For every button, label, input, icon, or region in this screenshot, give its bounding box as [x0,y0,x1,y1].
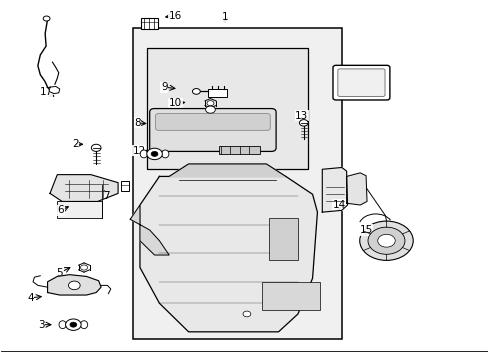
Bar [147,48,307,169]
Text: 5: 5 [56,268,63,278]
Bar [132,28,341,339]
Polygon shape [169,164,285,176]
Polygon shape [49,86,60,94]
Ellipse shape [80,321,87,329]
Circle shape [359,221,412,260]
Circle shape [299,120,307,126]
Circle shape [377,234,394,247]
FancyBboxPatch shape [337,69,384,96]
Circle shape [146,148,162,159]
Text: 3: 3 [38,320,44,330]
Bar [218,147,259,154]
Circle shape [205,106,215,113]
Bar [141,18,158,28]
Text: 17: 17 [40,87,53,98]
Circle shape [91,144,101,152]
Bar [207,89,227,97]
Text: 9: 9 [161,82,167,92]
Polygon shape [140,176,317,332]
Bar [261,282,319,310]
Ellipse shape [140,150,147,158]
Text: 13: 13 [295,111,308,121]
Text: 16: 16 [168,11,182,21]
Bar [57,202,102,217]
Text: 4: 4 [27,293,34,303]
Circle shape [243,311,250,317]
FancyBboxPatch shape [149,109,276,152]
Polygon shape [130,205,169,255]
Text: 12: 12 [132,146,145,156]
Text: 1: 1 [221,13,228,22]
Circle shape [68,281,80,290]
Polygon shape [322,167,347,212]
Bar [120,181,129,191]
Polygon shape [346,173,366,205]
Circle shape [65,319,81,330]
Text: 14: 14 [332,200,345,210]
Text: 6: 6 [57,205,64,215]
Ellipse shape [161,150,168,158]
Text: 8: 8 [134,118,141,128]
Circle shape [81,265,87,270]
Circle shape [151,152,158,157]
Polygon shape [50,175,118,202]
FancyBboxPatch shape [332,65,389,100]
Text: 15: 15 [359,225,372,235]
Ellipse shape [59,321,66,329]
Text: 11: 11 [344,78,357,89]
Circle shape [192,89,200,94]
Circle shape [43,16,50,21]
Polygon shape [47,275,101,295]
Text: 10: 10 [168,98,182,108]
Bar [268,217,297,260]
Text: 7: 7 [102,191,109,201]
FancyBboxPatch shape [155,113,270,130]
Circle shape [70,322,77,327]
Circle shape [206,101,214,106]
Text: 2: 2 [72,139,79,149]
Circle shape [367,227,404,254]
